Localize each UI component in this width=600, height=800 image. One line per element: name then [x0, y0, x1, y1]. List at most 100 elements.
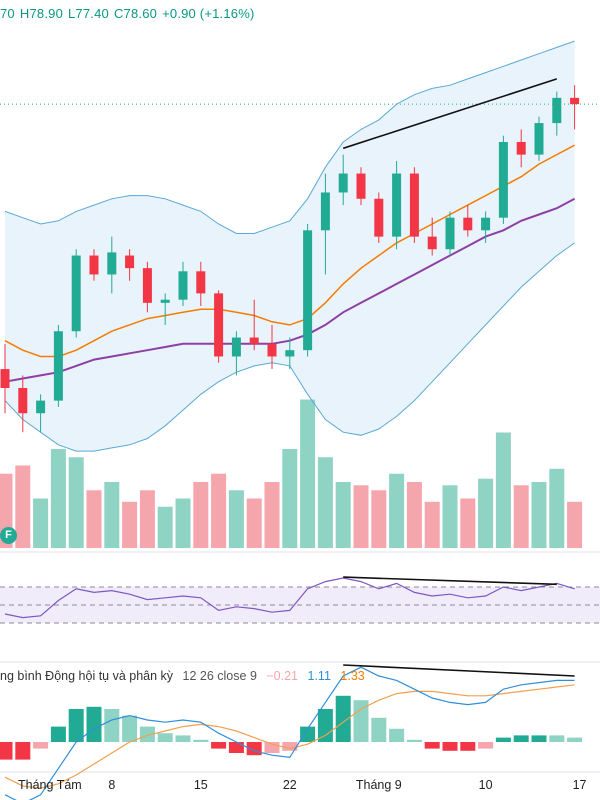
- trendline-rsi: [343, 576, 557, 586]
- volume-bar: [246, 498, 262, 548]
- candle-body: [89, 255, 99, 275]
- candle-body: [178, 271, 188, 300]
- flag-event-icon[interactable]: F: [0, 527, 17, 544]
- macd-histogram-bar: [460, 742, 476, 751]
- macd-indicator-label[interactable]: ng bình Động hội tụ và phân kỳ 12 26 clo…: [0, 669, 371, 683]
- macd-signal-line: [4, 684, 575, 789]
- volume-bar: [567, 501, 583, 548]
- volume-bar: [353, 485, 369, 548]
- candle-body: [53, 331, 63, 401]
- candle-body: [142, 268, 152, 303]
- close-value: C78.60: [113, 6, 158, 21]
- macd-histogram-bar: [317, 709, 333, 742]
- candle-body: [320, 192, 330, 231]
- macd-histogram-bar: [300, 726, 316, 742]
- open-value: 70: [0, 6, 15, 21]
- candle-body: [481, 217, 491, 231]
- macd-histogram-bar: [68, 709, 84, 742]
- volume-bar: [371, 490, 387, 548]
- volume-bar: [424, 501, 440, 548]
- macd-line: [4, 666, 575, 800]
- trendline-price: [342, 78, 558, 150]
- candle-body: [71, 255, 81, 332]
- macd-histogram-bar: [33, 742, 49, 749]
- macd-histogram-bar: [122, 715, 138, 742]
- candle-body: [498, 142, 508, 218]
- candle-body: [231, 337, 241, 357]
- volume-bar: [86, 490, 102, 548]
- macd-histogram-bar: [495, 737, 511, 742]
- volume-bar: [549, 468, 565, 548]
- macd-histogram-bar: [282, 742, 298, 751]
- candle-body: [196, 271, 206, 294]
- volume-bar: [442, 485, 458, 548]
- trendline-macd: [343, 664, 575, 677]
- time-axis: Tháng Tám 8 15 22 Tháng 9 10 17: [0, 778, 600, 800]
- time-axis-label: 22: [282, 778, 297, 792]
- volume-bar: [15, 465, 31, 548]
- ma20-line: [4, 144, 575, 358]
- macd-histogram-bar: [371, 717, 387, 742]
- bollinger-upper-line: [4, 40, 575, 234]
- time-axis-label: 17: [572, 778, 587, 792]
- candle-body: [285, 350, 295, 357]
- volume-bar: [175, 498, 191, 548]
- candle-body: [427, 236, 437, 250]
- candle-body: [392, 173, 402, 237]
- macd-histogram-bar: [211, 742, 227, 749]
- candle-body: [374, 198, 384, 237]
- candle-body: [356, 173, 366, 199]
- time-axis-label: Tháng 9: [355, 778, 402, 792]
- macd-histogram-bar: [424, 742, 440, 749]
- volume-bar: [317, 457, 333, 548]
- macd-signal-value: 1.33: [340, 669, 365, 683]
- candle-body: [445, 217, 455, 250]
- macd-line-value: 1.11: [307, 669, 331, 683]
- volume-bar: [531, 482, 547, 548]
- volume-bar: [282, 449, 298, 548]
- candle-body: [552, 97, 562, 124]
- macd-histogram-bar: [549, 735, 565, 742]
- volume-bar: [104, 482, 120, 548]
- macd-histogram-bar: [139, 726, 155, 742]
- time-axis-label: 15: [193, 778, 208, 792]
- volume-bar: [228, 490, 244, 548]
- low-value: L77.40: [68, 6, 109, 21]
- volume-bar: [122, 501, 138, 548]
- macd-histogram-bar: [86, 706, 102, 742]
- volume-bar: [335, 482, 351, 548]
- macd-histogram-bar: [353, 700, 369, 742]
- volume-bar: [478, 478, 494, 548]
- macd-hist-value: −0.21: [266, 669, 299, 683]
- volume-bar: [68, 457, 84, 548]
- candle-body: [160, 299, 170, 303]
- candle-body: [18, 388, 28, 414]
- volume-bar: [460, 498, 476, 548]
- candle-body: [303, 230, 313, 351]
- volume-bar: [139, 490, 155, 548]
- candle-body: [249, 337, 259, 344]
- candle-body: [516, 142, 526, 155]
- time-axis-label: 10: [478, 778, 493, 792]
- macd-histogram-bar: [264, 742, 280, 753]
- macd-histogram-bar: [567, 737, 583, 742]
- macd-histogram-bar: [478, 742, 494, 749]
- macd-histogram-bar: [228, 742, 244, 753]
- macd-histogram-bar: [0, 742, 13, 760]
- macd-histogram-bar: [531, 735, 547, 742]
- macd-params: 12 26 close 9: [182, 669, 257, 683]
- macd-histogram-bar: [406, 739, 422, 742]
- macd-histogram-bar: [157, 733, 173, 742]
- candle-body: [125, 255, 135, 269]
- volume-bar: [193, 482, 209, 548]
- candle-body: [107, 252, 117, 275]
- volume-bar: [406, 482, 422, 548]
- candle-body: [463, 217, 473, 231]
- volume-bar: [389, 473, 405, 548]
- volume-bar: [495, 432, 511, 548]
- volume-bar: [513, 485, 529, 548]
- volume-bar: [264, 482, 280, 548]
- macd-histogram-bar: [104, 709, 120, 742]
- macd-histogram-bar: [442, 742, 458, 751]
